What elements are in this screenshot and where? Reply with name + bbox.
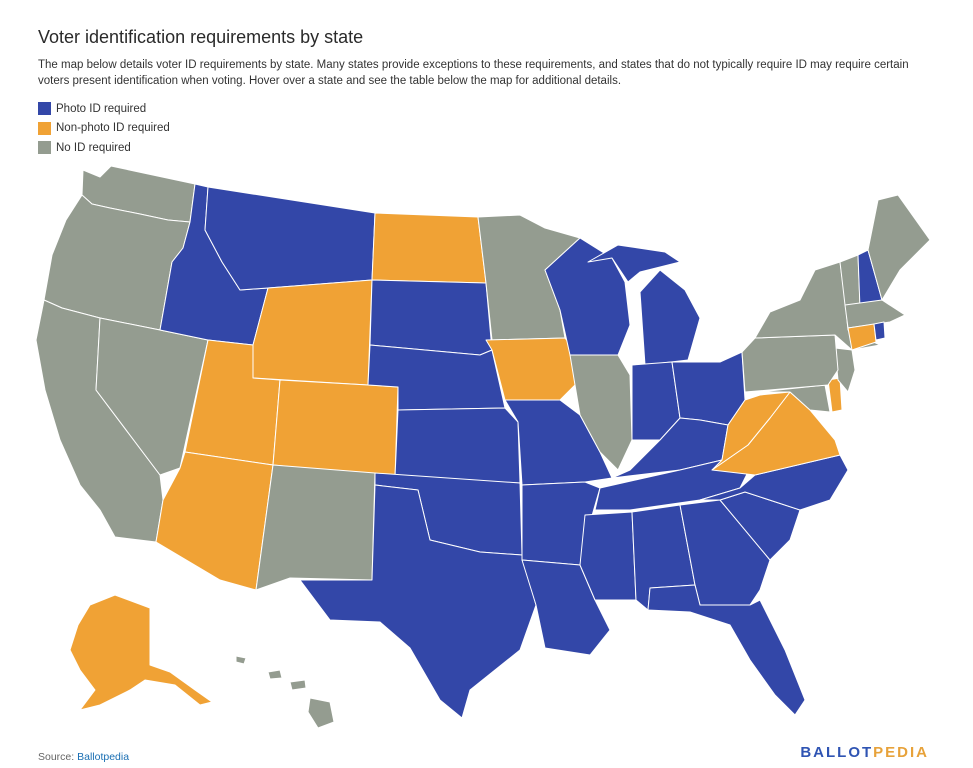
source-label: Source: (38, 751, 75, 763)
state-nm[interactable] (255, 464, 376, 591)
state-il[interactable] (569, 354, 633, 471)
state-nc[interactable] (699, 454, 849, 511)
state-mt[interactable] (204, 186, 376, 291)
state-nj[interactable] (834, 347, 856, 393)
state-ma[interactable] (844, 299, 906, 329)
state-ct[interactable] (847, 323, 877, 351)
legend-item-nonphoto: Non-photo ID required (38, 119, 170, 139)
map-description: The map below details voter ID requireme… (38, 59, 909, 87)
state-sd[interactable] (369, 279, 493, 356)
state-tx[interactable] (299, 484, 537, 719)
state-nd[interactable] (371, 212, 487, 284)
legend-label-photo: Photo ID required (56, 102, 147, 115)
map-title: Voter identification requirements by sta… (38, 27, 364, 47)
legend-item-none: No ID required (38, 138, 170, 158)
brand-part-1: BALLOT (800, 744, 874, 761)
legend-swatch-nonphoto (38, 121, 51, 135)
state-co[interactable] (272, 379, 399, 478)
state-az[interactable] (155, 451, 274, 591)
state-ms[interactable] (579, 511, 637, 601)
legend-swatch-photo (38, 102, 51, 116)
state-oh[interactable] (671, 351, 746, 426)
state-ks[interactable] (394, 407, 521, 484)
legend-swatch-none (38, 141, 51, 155)
legend-label-none: No ID required (56, 141, 131, 154)
state-pa[interactable] (741, 334, 839, 393)
state-hi[interactable] (235, 655, 335, 729)
state-wi[interactable] (544, 237, 631, 356)
state-me[interactable] (867, 194, 931, 301)
source-line: Source: Ballotpedia (38, 751, 129, 763)
state-ri[interactable] (873, 321, 886, 341)
legend: Photo ID required Non-photo ID required … (38, 99, 170, 158)
state-fl[interactable] (647, 584, 806, 716)
state-de[interactable] (827, 377, 843, 413)
source-link[interactable]: Ballotpedia (77, 751, 130, 763)
state-ak[interactable] (69, 594, 213, 711)
legend-item-photo: Photo ID required (38, 99, 170, 119)
legend-label-nonphoto: Non-photo ID required (56, 122, 170, 135)
state-wv[interactable] (711, 391, 791, 471)
brand-part-2: PEDIA (873, 744, 929, 761)
state-wy[interactable] (252, 279, 373, 386)
ballotpedia-logo[interactable]: BALLOTPEDIA (800, 744, 929, 761)
